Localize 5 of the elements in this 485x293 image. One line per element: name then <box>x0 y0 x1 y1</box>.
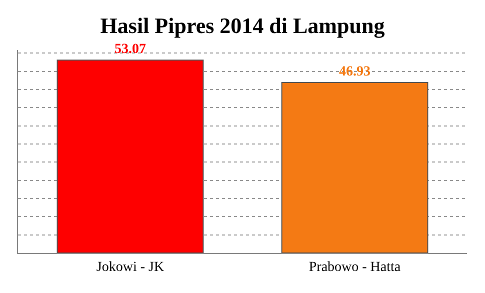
data-label: 46.93 <box>339 64 370 80</box>
x-tick-label: Jokowi - JK <box>96 260 164 275</box>
data-label: 53.07 <box>114 42 146 58</box>
chart-title: Hasil Pipres 2014 di Lampung <box>100 12 385 38</box>
x-tick-label: Prabowo - Hatta <box>308 260 402 275</box>
